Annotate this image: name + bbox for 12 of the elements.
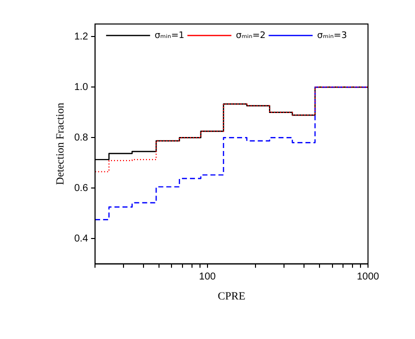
x-tick-label: 1000 [356,272,380,283]
y-tick-label: 0.8 [74,132,89,144]
legend-label: σₘᵢₙ=2 [236,30,266,41]
legend-label: σₘᵢₙ=3 [317,30,347,41]
y-tick-label: 0.4 [74,233,89,244]
x-axis-title: CPRE [218,290,246,302]
y-axis-title: Detection Fraction [54,102,66,185]
x-tick-label: 100 [199,272,216,283]
y-tick-label: 1.2 [74,31,89,42]
y-tick-label: 1.0 [74,82,89,93]
legend-label: σₘᵢₙ=1 [154,30,184,41]
y-tick-label: 0.6 [74,182,89,194]
